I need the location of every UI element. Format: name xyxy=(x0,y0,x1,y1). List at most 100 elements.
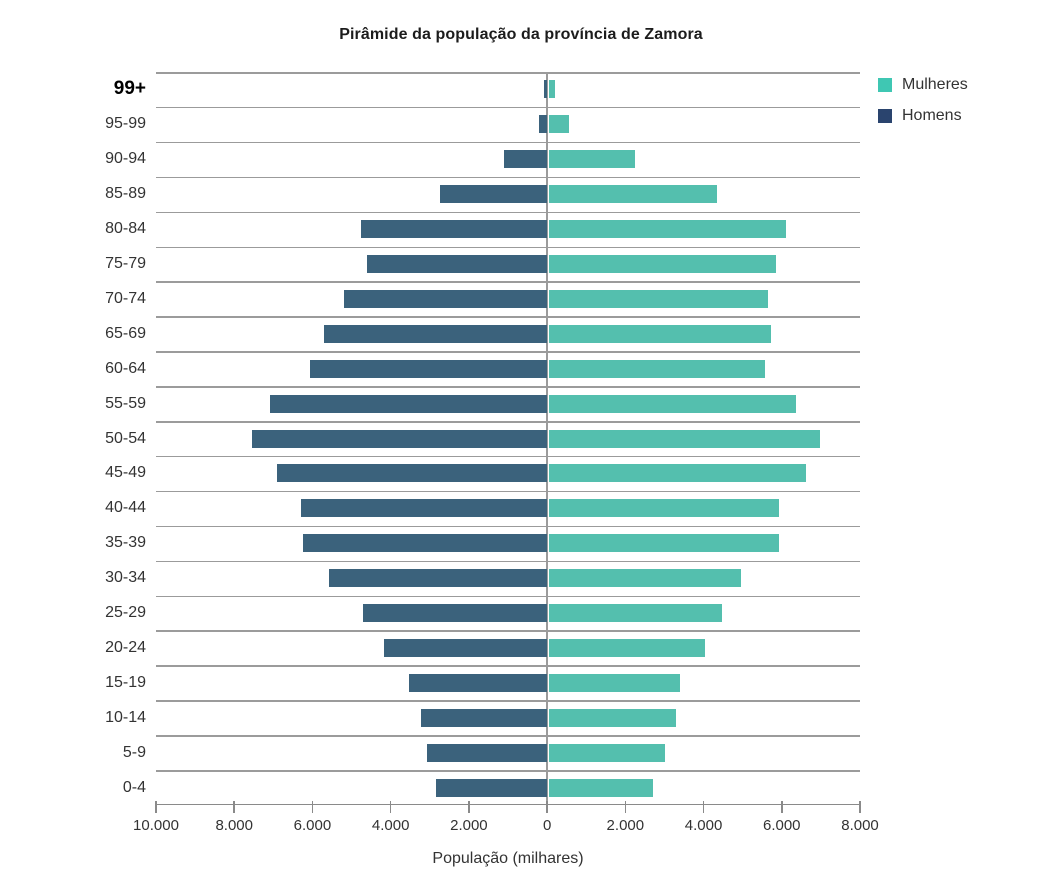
x-tick-label: 2.000 xyxy=(606,817,645,834)
bar-mulheres-60-64 xyxy=(548,359,765,378)
bar-mulheres-90-94 xyxy=(548,150,635,169)
bar-homens-25-29 xyxy=(363,604,548,623)
bar-homens-95-99 xyxy=(539,115,548,134)
bar-homens-30-34 xyxy=(328,569,548,588)
grid-line xyxy=(156,386,860,388)
x-tick-label: 0 xyxy=(542,817,552,834)
y-axis-label-40-44: 40-44 xyxy=(105,499,146,517)
bar-homens-99+ xyxy=(543,80,548,99)
bar-mulheres-80-84 xyxy=(548,220,787,239)
bar-homens-10-14 xyxy=(420,708,548,727)
bar-homens-0-4 xyxy=(435,778,548,797)
y-axis-label-10-14: 10-14 xyxy=(105,708,146,726)
x-tick-label: 4.000 xyxy=(371,817,410,834)
bar-homens-45-49 xyxy=(277,464,548,483)
bar-mulheres-95-99 xyxy=(548,115,569,134)
bar-homens-15-19 xyxy=(409,673,548,692)
bar-mulheres-30-34 xyxy=(548,569,742,588)
x-tick xyxy=(389,801,392,813)
grid-line xyxy=(156,351,860,353)
bar-homens-20-24 xyxy=(384,638,548,657)
legend-label-mulheres: Mulheres xyxy=(902,76,968,93)
x-tick-label: 10.000 xyxy=(133,817,179,834)
bar-mulheres-70-74 xyxy=(548,289,768,308)
legend: Mulheres Homens xyxy=(878,76,968,138)
bar-homens-80-84 xyxy=(361,220,548,239)
grid-line xyxy=(156,490,860,493)
bar-mulheres-5-9 xyxy=(548,743,666,762)
x-tick xyxy=(702,801,705,813)
y-axis-label-85-89: 85-89 xyxy=(105,185,146,203)
x-tick xyxy=(468,801,470,813)
bar-homens-60-64 xyxy=(310,359,548,378)
grid-line xyxy=(156,525,860,528)
x-tick-label: 6.000 xyxy=(293,817,332,834)
y-axis-label-20-24: 20-24 xyxy=(105,638,146,656)
bar-mulheres-10-14 xyxy=(548,708,677,727)
legend-item-homens[interactable]: Homens xyxy=(878,107,968,125)
grid-line xyxy=(156,106,860,109)
y-axis-label-30-34: 30-34 xyxy=(105,569,146,587)
bar-homens-55-59 xyxy=(269,394,548,413)
grid-line xyxy=(156,246,860,249)
x-tick-label: 4.000 xyxy=(684,817,723,834)
bar-mulheres-35-39 xyxy=(548,534,779,553)
bar-homens-85-89 xyxy=(439,185,548,204)
grid-line xyxy=(156,421,860,423)
bar-homens-75-79 xyxy=(367,254,548,273)
x-tick-label: 6.000 xyxy=(762,817,801,834)
grid-line xyxy=(156,770,860,772)
y-axis-label-35-39: 35-39 xyxy=(105,534,146,552)
grid-line xyxy=(156,72,860,74)
bar-mulheres-45-49 xyxy=(548,464,806,483)
bar-homens-90-94 xyxy=(504,150,548,169)
bar-homens-40-44 xyxy=(300,499,548,518)
bar-mulheres-50-54 xyxy=(548,429,821,448)
x-tick xyxy=(546,801,548,813)
grid-line xyxy=(156,141,860,144)
chart-title: Pirâmide da população da província de Za… xyxy=(339,26,703,43)
x-tick xyxy=(311,801,314,813)
bar-mulheres-25-29 xyxy=(548,604,722,623)
grid-line xyxy=(156,560,860,563)
grid-line xyxy=(156,211,860,214)
x-tick-label: 8.000 xyxy=(215,817,253,834)
y-axis-label-55-59: 55-59 xyxy=(105,394,146,412)
bar-mulheres-40-44 xyxy=(548,499,779,518)
y-axis-label-99+: 99+ xyxy=(113,78,146,100)
y-axis-label-70-74: 70-74 xyxy=(105,289,146,307)
plot-area xyxy=(156,72,860,805)
x-tick xyxy=(859,801,861,813)
grid-line xyxy=(156,630,860,632)
grid-line xyxy=(156,665,860,667)
legend-swatch-mulheres xyxy=(878,78,892,92)
bar-mulheres-65-69 xyxy=(548,324,772,343)
grid-line xyxy=(156,176,860,179)
zero-baseline xyxy=(546,72,548,805)
bar-homens-65-69 xyxy=(324,324,548,343)
x-axis-label: População (milhares) xyxy=(432,850,584,867)
y-axis-label-80-84: 80-84 xyxy=(105,220,146,238)
y-axis-label-75-79: 75-79 xyxy=(105,254,146,272)
legend-item-mulheres[interactable]: Mulheres xyxy=(878,76,968,94)
grid-line xyxy=(156,281,860,283)
y-axis-label-0-4: 0-4 xyxy=(122,778,146,796)
grid-line xyxy=(156,316,860,318)
x-tick-label: 8.000 xyxy=(841,817,879,834)
y-axis-label-50-54: 50-54 xyxy=(105,429,146,447)
bar-mulheres-15-19 xyxy=(548,673,681,692)
y-axis-label-60-64: 60-64 xyxy=(105,359,146,377)
x-tick xyxy=(155,801,157,813)
bar-homens-50-54 xyxy=(251,429,548,448)
y-axis-label-15-19: 15-19 xyxy=(105,673,146,691)
legend-label-homens: Homens xyxy=(902,107,962,124)
bar-mulheres-55-59 xyxy=(548,394,796,413)
bar-mulheres-99+ xyxy=(548,80,555,99)
grid-line xyxy=(156,455,860,458)
y-axis-label-65-69: 65-69 xyxy=(105,324,146,342)
y-axis-label-90-94: 90-94 xyxy=(105,150,146,168)
grid-line xyxy=(156,595,860,598)
y-axis-label-5-9: 5-9 xyxy=(122,743,146,761)
bar-homens-70-74 xyxy=(343,289,548,308)
x-tick-label: 2.000 xyxy=(450,817,488,834)
